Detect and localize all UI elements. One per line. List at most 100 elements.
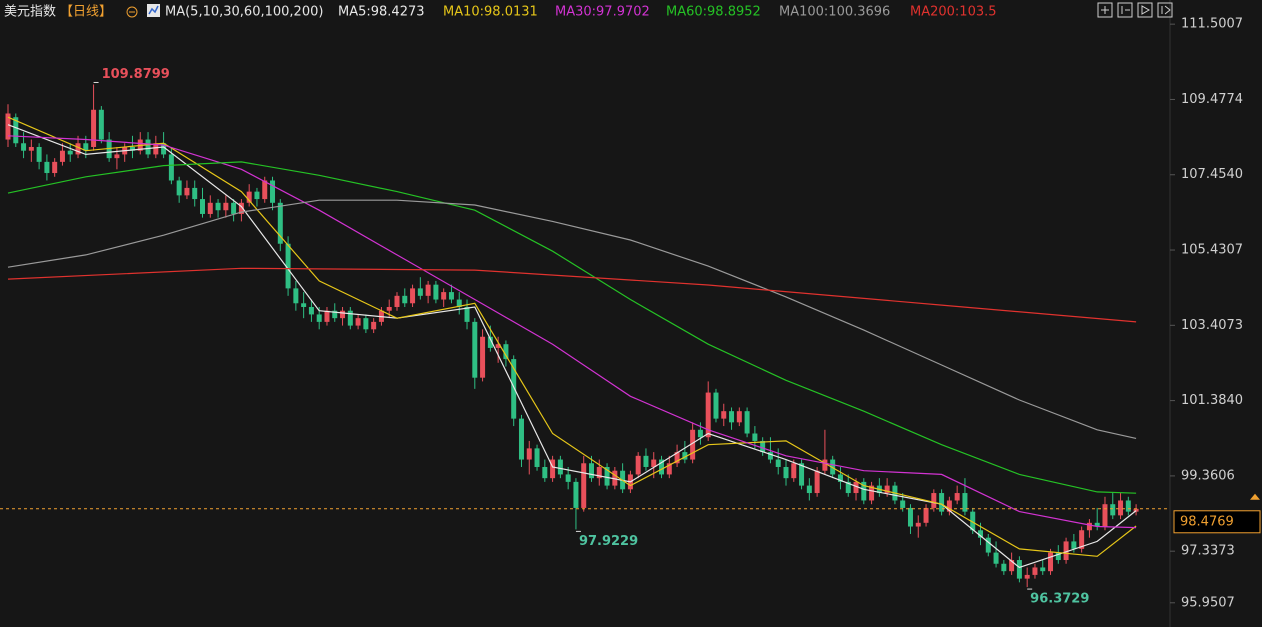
candle-body <box>441 292 447 300</box>
candle-body <box>114 154 120 159</box>
candle-body <box>978 530 983 538</box>
y-tick-label: 97.3373 <box>1181 544 1235 559</box>
candle-body <box>1032 567 1038 575</box>
candle-body <box>207 202 213 214</box>
candle-body <box>28 146 34 151</box>
indicator-icon-glyph <box>148 5 159 15</box>
candle-body <box>340 310 346 319</box>
candle-body <box>799 463 805 486</box>
candle-body <box>1133 508 1139 512</box>
candle-body <box>1048 552 1054 572</box>
candle-body <box>845 481 851 494</box>
tool-button[interactable] <box>1137 2 1153 18</box>
high-annotation: 109.8799 <box>102 67 170 82</box>
candle-body <box>581 463 587 508</box>
candle-body <box>993 552 999 564</box>
ma-line <box>7 161 1137 494</box>
candle-body <box>91 109 97 147</box>
candle-body <box>324 310 330 322</box>
tool-button[interactable] <box>1157 2 1173 18</box>
candle-body <box>21 143 27 151</box>
candle-body <box>791 463 797 479</box>
candle-body <box>962 493 968 512</box>
candle-body <box>44 161 50 174</box>
y-tick-label: 105.4307 <box>1181 243 1243 258</box>
candle-body <box>1110 504 1116 516</box>
period-label[interactable]: 【日线】 <box>60 5 112 20</box>
candle-body <box>503 344 509 360</box>
candle-body <box>915 522 921 527</box>
chart-title: 美元指数 <box>4 5 56 20</box>
candle-body <box>472 321 478 378</box>
candle-body <box>456 299 462 307</box>
candle-body <box>985 537 991 553</box>
candle-body <box>690 429 696 460</box>
candle-body <box>557 459 563 475</box>
candle-body <box>775 459 781 467</box>
ma-line <box>7 135 1137 529</box>
current-price-box <box>1173 510 1261 534</box>
candle-body <box>1079 530 1085 549</box>
candle-body <box>970 511 976 531</box>
candle-body <box>767 452 773 460</box>
legend-entry: MA10:98.0131 <box>443 5 538 20</box>
candle-body <box>744 411 750 434</box>
collapse-icon[interactable] <box>126 6 138 18</box>
candle-body <box>386 306 392 311</box>
low-annotation: 97.9229 <box>579 534 638 549</box>
candle-body <box>814 470 820 494</box>
candle-body <box>643 455 649 467</box>
current-price-marker <box>1250 493 1260 500</box>
candle-body <box>129 146 135 151</box>
candle-body <box>371 321 377 330</box>
candle-body <box>1063 541 1069 561</box>
candle-body <box>1071 541 1077 549</box>
candle-body <box>293 288 299 304</box>
candle-body <box>674 452 680 464</box>
plot-area <box>5 84 1139 588</box>
candle-body <box>830 459 836 475</box>
candle-body <box>254 191 260 200</box>
candle-body <box>666 463 672 475</box>
candle-body <box>246 191 252 203</box>
candle-body <box>83 143 89 151</box>
candle-body <box>277 202 283 244</box>
candle-body <box>480 336 486 378</box>
candle-body <box>954 493 960 501</box>
indicator-label: MA(5,10,30,60,100,200) <box>165 5 323 20</box>
candle-body <box>301 303 307 307</box>
candle-body <box>542 466 548 479</box>
candle-body <box>1001 563 1007 572</box>
y-tick-label: 101.3840 <box>1181 393 1243 408</box>
candle-body <box>1118 500 1124 516</box>
candle-body <box>168 154 174 181</box>
candle-body <box>526 448 532 460</box>
candle-body <box>861 481 867 501</box>
candle-body <box>939 493 945 512</box>
candle-body <box>5 113 11 140</box>
candle-body <box>215 202 221 211</box>
candle-body <box>682 452 688 460</box>
candle-body <box>565 474 571 482</box>
tool-glyphs <box>1101 5 1171 15</box>
tool-button[interactable] <box>1117 2 1133 18</box>
candle-body <box>573 481 579 508</box>
candle-body <box>98 109 104 140</box>
tool-button[interactable] <box>1097 2 1113 18</box>
candle-body <box>238 202 244 214</box>
candle-body <box>1094 522 1100 527</box>
candle-body <box>316 314 322 322</box>
candle-body <box>884 485 890 494</box>
legend-entry: MA100:100.3696 <box>779 5 890 20</box>
candle-body <box>907 507 913 527</box>
candle-body <box>1086 522 1092 531</box>
y-tick-label: 109.4774 <box>1181 92 1243 107</box>
candle-body <box>200 199 205 214</box>
candle-body <box>417 288 423 296</box>
candle-body <box>705 392 711 438</box>
candle-body <box>1040 567 1046 572</box>
candle-body <box>285 243 291 289</box>
candle-body <box>511 359 517 419</box>
